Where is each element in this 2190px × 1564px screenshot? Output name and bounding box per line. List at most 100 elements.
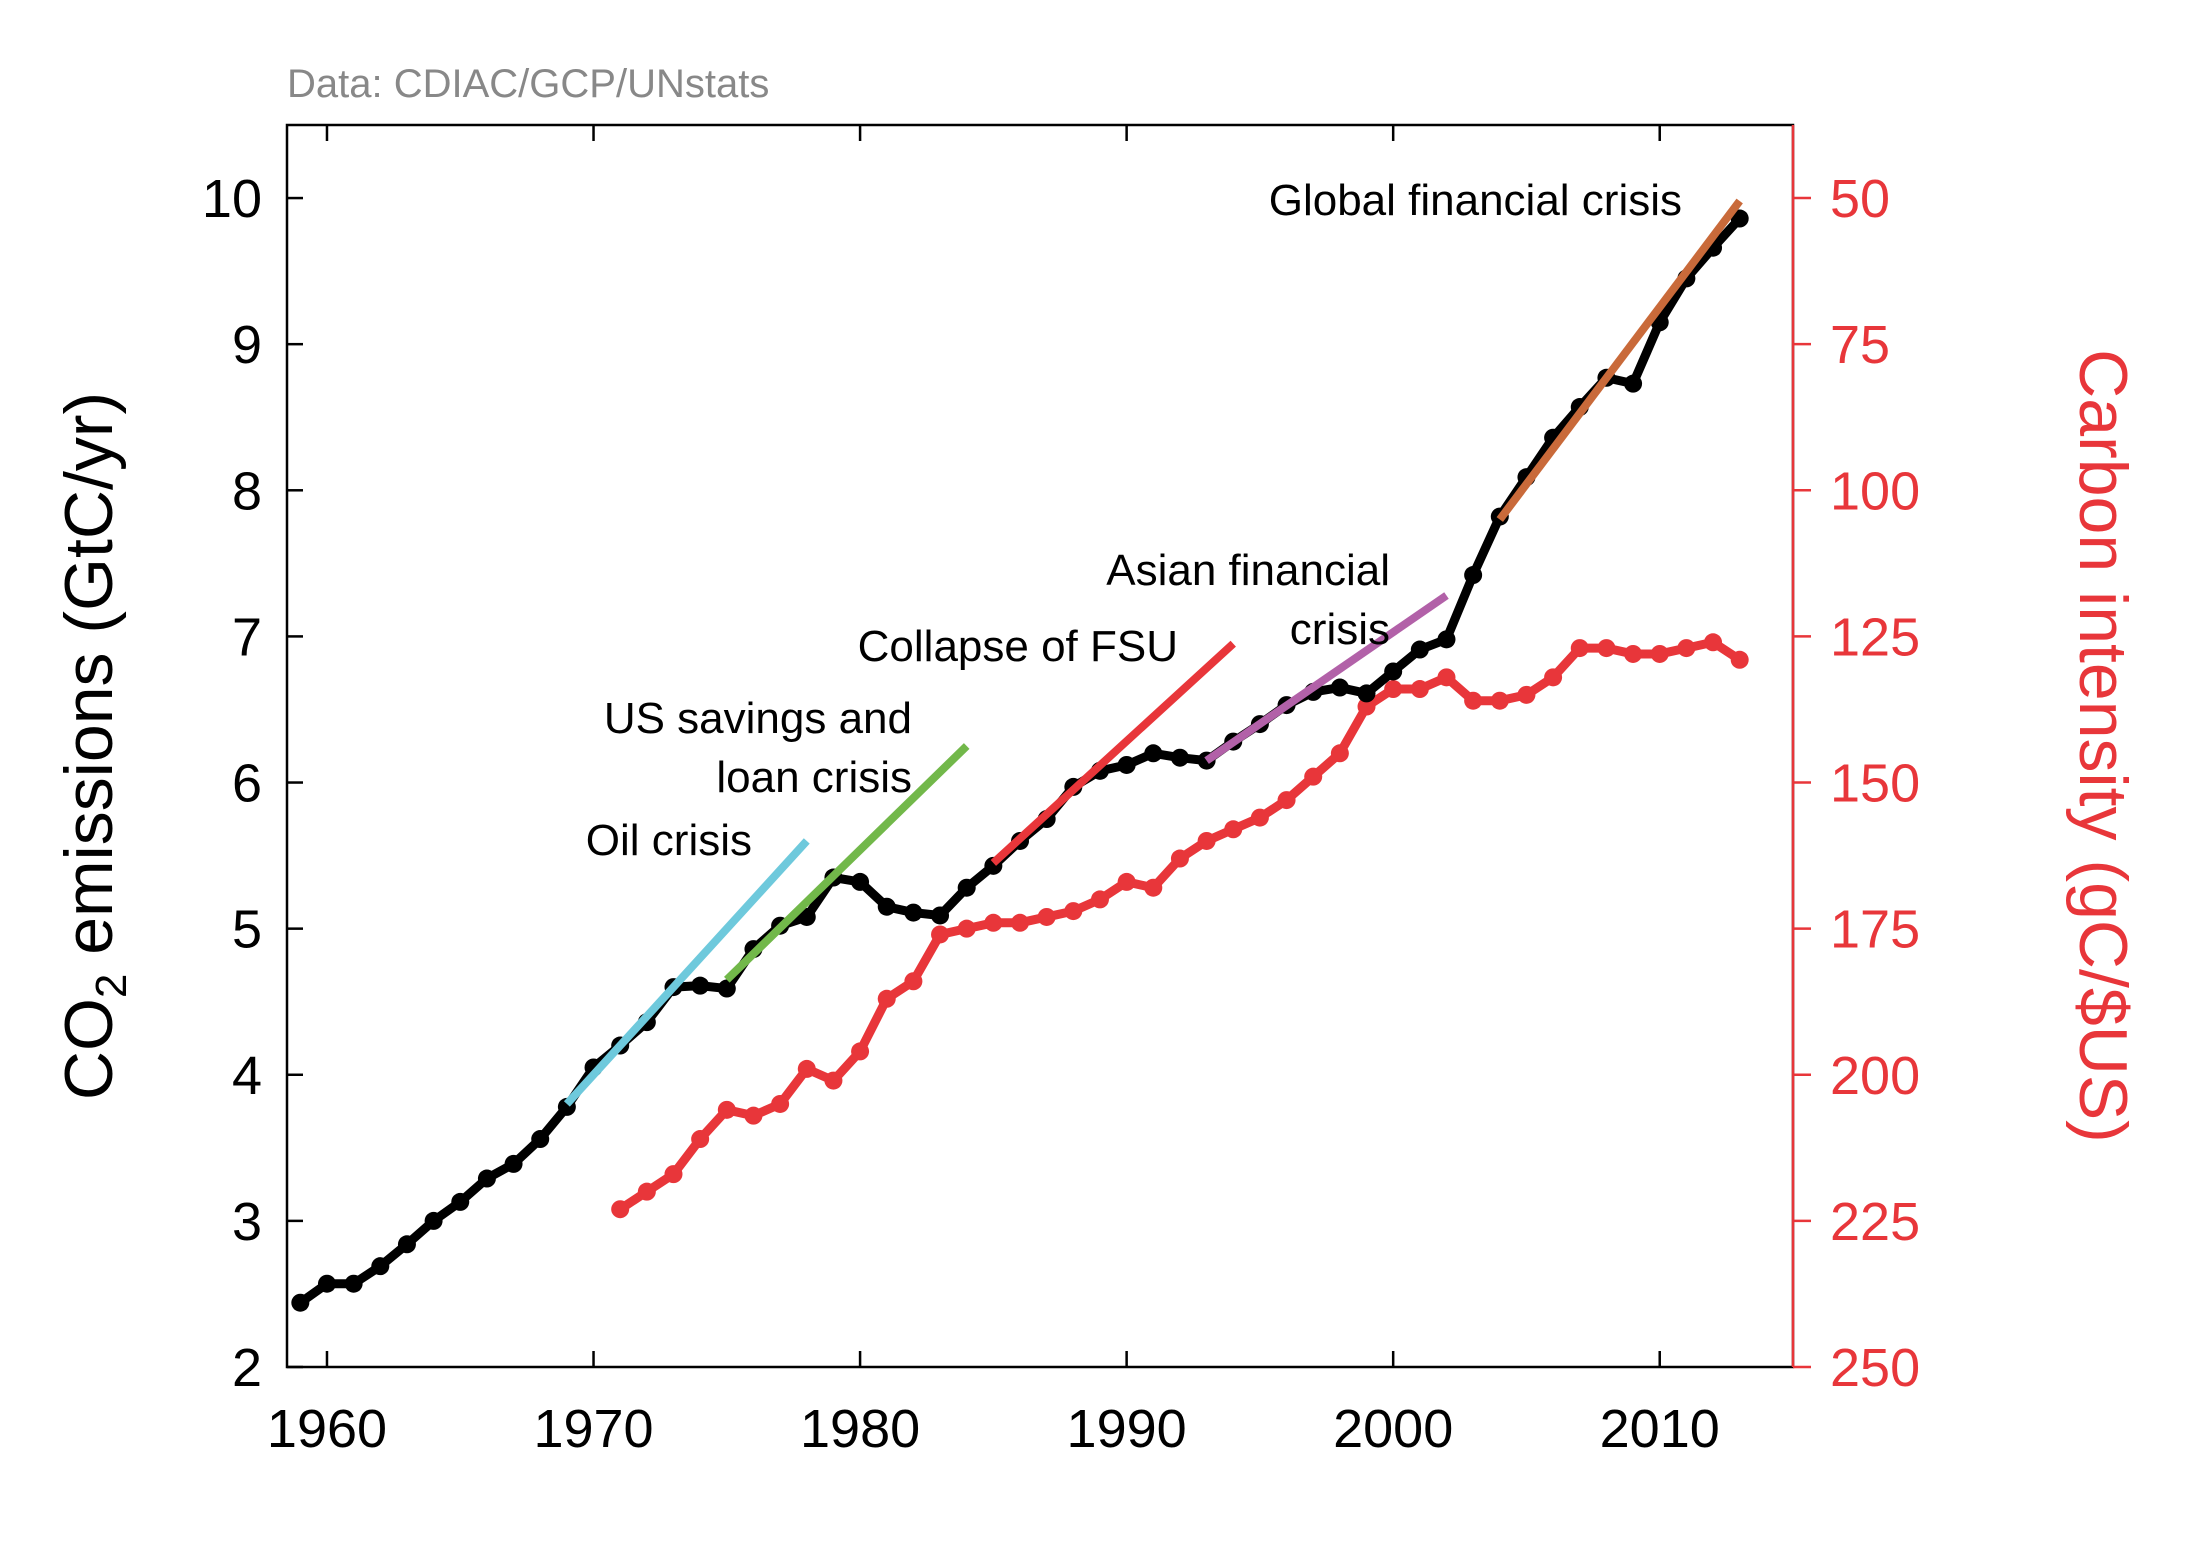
intensity-point <box>957 919 976 938</box>
intensity-point <box>1304 767 1323 786</box>
right-tick-label: 225 <box>1830 1192 1920 1252</box>
intensity-point <box>1037 907 1056 926</box>
intensity-point <box>637 1182 656 1201</box>
intensity-point <box>877 989 896 1008</box>
left-tick-label: 8 <box>232 461 262 521</box>
annotation-label: Oil crisis <box>586 816 752 865</box>
emissions-point <box>477 1169 496 1188</box>
intensity-point <box>1704 633 1723 652</box>
emissions-point <box>1384 662 1403 681</box>
left-tick-label: 9 <box>232 315 262 375</box>
x-tick-label: 2000 <box>1333 1399 1453 1459</box>
emissions-line <box>295 214 1745 1308</box>
right-tick-label: 175 <box>1830 900 1920 960</box>
emissions-point <box>344 1274 363 1293</box>
annotation-label: Collapse of FSU <box>858 622 1178 671</box>
intensity-point <box>664 1165 683 1184</box>
plot-area <box>285 123 1795 1369</box>
intensity-point <box>1517 685 1536 704</box>
right-tick-label: 100 <box>1830 461 1920 521</box>
intensity-point <box>1330 744 1349 763</box>
emissions-series <box>291 209 1749 1312</box>
intensity-point <box>611 1200 630 1219</box>
left-axis-ticks <box>287 196 303 1369</box>
emissions-point <box>451 1192 470 1211</box>
intensity-series <box>611 633 1749 1219</box>
trend-line-us-savings <box>724 743 970 983</box>
emissions-point <box>1624 374 1643 393</box>
intensity-point <box>1064 902 1083 921</box>
left-tick-label: 5 <box>232 900 262 960</box>
intensity-point <box>931 925 950 944</box>
left-axis-label-subscript: 2 <box>87 974 136 998</box>
emissions-point <box>1464 566 1483 585</box>
left-tick-label: 4 <box>232 1046 262 1106</box>
intensity-point <box>904 972 923 991</box>
right-axis-label: Carbon intensity (gC/$US) <box>2065 349 2141 1143</box>
emissions-point <box>904 903 923 922</box>
intensity-point <box>1170 849 1189 868</box>
x-tick-label: 1960 <box>267 1399 387 1459</box>
intensity-point <box>1624 644 1643 663</box>
right-tick-label: 125 <box>1830 607 1920 667</box>
annotation-label: crisis <box>1290 605 1390 654</box>
trend-line-oil-crisis <box>563 838 810 1107</box>
intensity-point <box>744 1106 763 1125</box>
right-tick-label: 75 <box>1830 315 1890 375</box>
emissions-point <box>317 1274 336 1293</box>
emissions-point <box>957 878 976 897</box>
emissions-point <box>931 906 950 925</box>
intensity-point <box>1011 913 1030 932</box>
annotation-label: US savings and <box>604 694 912 743</box>
emissions-point <box>531 1130 550 1149</box>
right-tick-label: 200 <box>1830 1046 1920 1106</box>
intensity-point <box>1117 872 1136 891</box>
trend-line-asian <box>1204 592 1449 764</box>
emissions-point <box>877 897 896 916</box>
left-tick-label: 10 <box>202 169 262 229</box>
x-axis-tick-labels: 1960 1970 1980 1990 2000 2010 <box>267 1399 1720 1459</box>
intensity-point <box>851 1042 870 1061</box>
x-tick-label: 1990 <box>1067 1399 1187 1459</box>
left-axis-tick-labels: 2 3 4 5 6 7 8 9 10 <box>202 169 262 1398</box>
emissions-point <box>691 976 710 995</box>
left-axis-label-prefix: CO <box>51 998 127 1100</box>
annotations: Oil crisis US savings and loan crisis Colla… <box>586 176 1682 865</box>
emissions-point <box>504 1154 523 1173</box>
right-tick-label: 50 <box>1830 169 1890 229</box>
emissions-point <box>851 872 870 891</box>
emissions-point <box>1117 755 1136 774</box>
emissions-point <box>1144 744 1163 763</box>
right-tick-label: 150 <box>1830 754 1920 814</box>
intensity-point <box>1277 791 1296 810</box>
annotation-label: Global financial crisis <box>1269 176 1682 225</box>
emissions-point <box>797 907 816 926</box>
emissions-point <box>1170 748 1189 767</box>
source-note: Data: CDIAC/GCP/UNstats <box>287 62 769 106</box>
annotation-label: loan crisis <box>716 753 912 802</box>
intensity-point <box>1410 680 1429 699</box>
emissions-point <box>1730 209 1749 228</box>
intensity-point <box>717 1100 736 1119</box>
x-axis-ticks <box>325 125 1661 1367</box>
intensity-point <box>1437 668 1456 687</box>
left-tick-label: 7 <box>232 607 262 667</box>
intensity-point <box>1730 650 1749 669</box>
intensity-point <box>1144 878 1163 897</box>
intensity-point <box>1570 639 1589 658</box>
left-axis-label: CO2 emissions (GtC/yr) <box>51 392 136 1100</box>
intensity-point <box>691 1130 710 1149</box>
intensity-point <box>771 1094 790 1113</box>
right-axis-tick-labels: 50 75 100 125 150 175 200 225 250 <box>1830 169 1920 1398</box>
intensity-point <box>1597 639 1616 658</box>
intensity-point <box>1197 831 1216 850</box>
emissions-point <box>371 1257 390 1276</box>
left-tick-label: 2 <box>232 1338 262 1398</box>
right-axis-ticks <box>1793 196 1811 1369</box>
intensity-point <box>1384 680 1403 699</box>
x-tick-label: 1980 <box>800 1399 920 1459</box>
intensity-point <box>1544 668 1563 687</box>
intensity-point <box>1090 890 1109 909</box>
intensity-point <box>797 1059 816 1078</box>
